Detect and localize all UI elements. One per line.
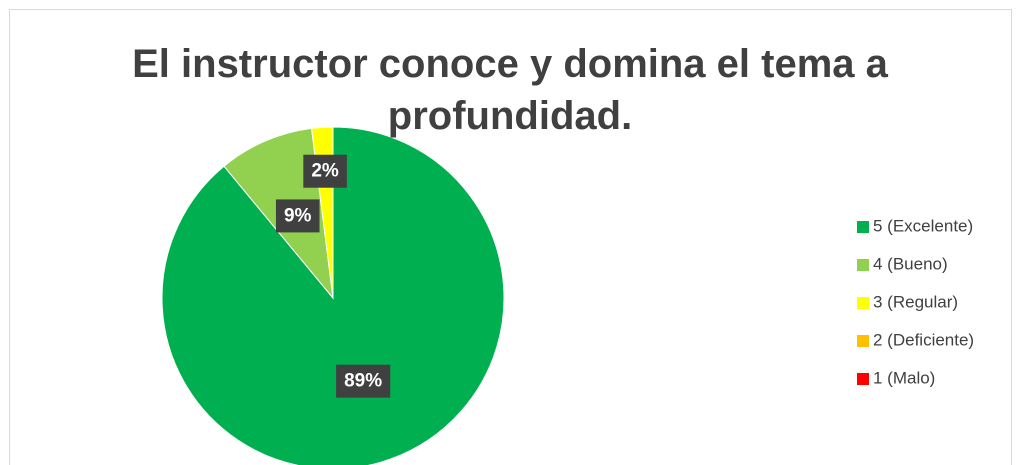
- data-label: 2%: [311, 161, 339, 182]
- data-label: 9%: [284, 205, 312, 226]
- legend-label: 3 (Regular): [873, 292, 958, 311]
- chart-title: El instructor conoce y domina el tema a …: [132, 42, 888, 138]
- data-label-box: [303, 154, 347, 188]
- legend-label: 2 (Deficiente): [873, 330, 974, 349]
- legend-swatch: [857, 259, 869, 271]
- legend-swatch: [857, 373, 869, 385]
- data-label-box: [336, 364, 391, 398]
- data-label-box: [275, 199, 320, 233]
- legend-label: 1 (Malo): [873, 368, 935, 387]
- legend-label: 4 (Bueno): [873, 254, 948, 273]
- legend-swatch: [857, 221, 869, 233]
- pie-slice: [161, 126, 505, 465]
- legend-swatch: [857, 297, 869, 309]
- legend-label: 5 (Excelente): [873, 216, 973, 235]
- data-label: 89%: [344, 371, 382, 392]
- legend-swatch: [857, 335, 869, 347]
